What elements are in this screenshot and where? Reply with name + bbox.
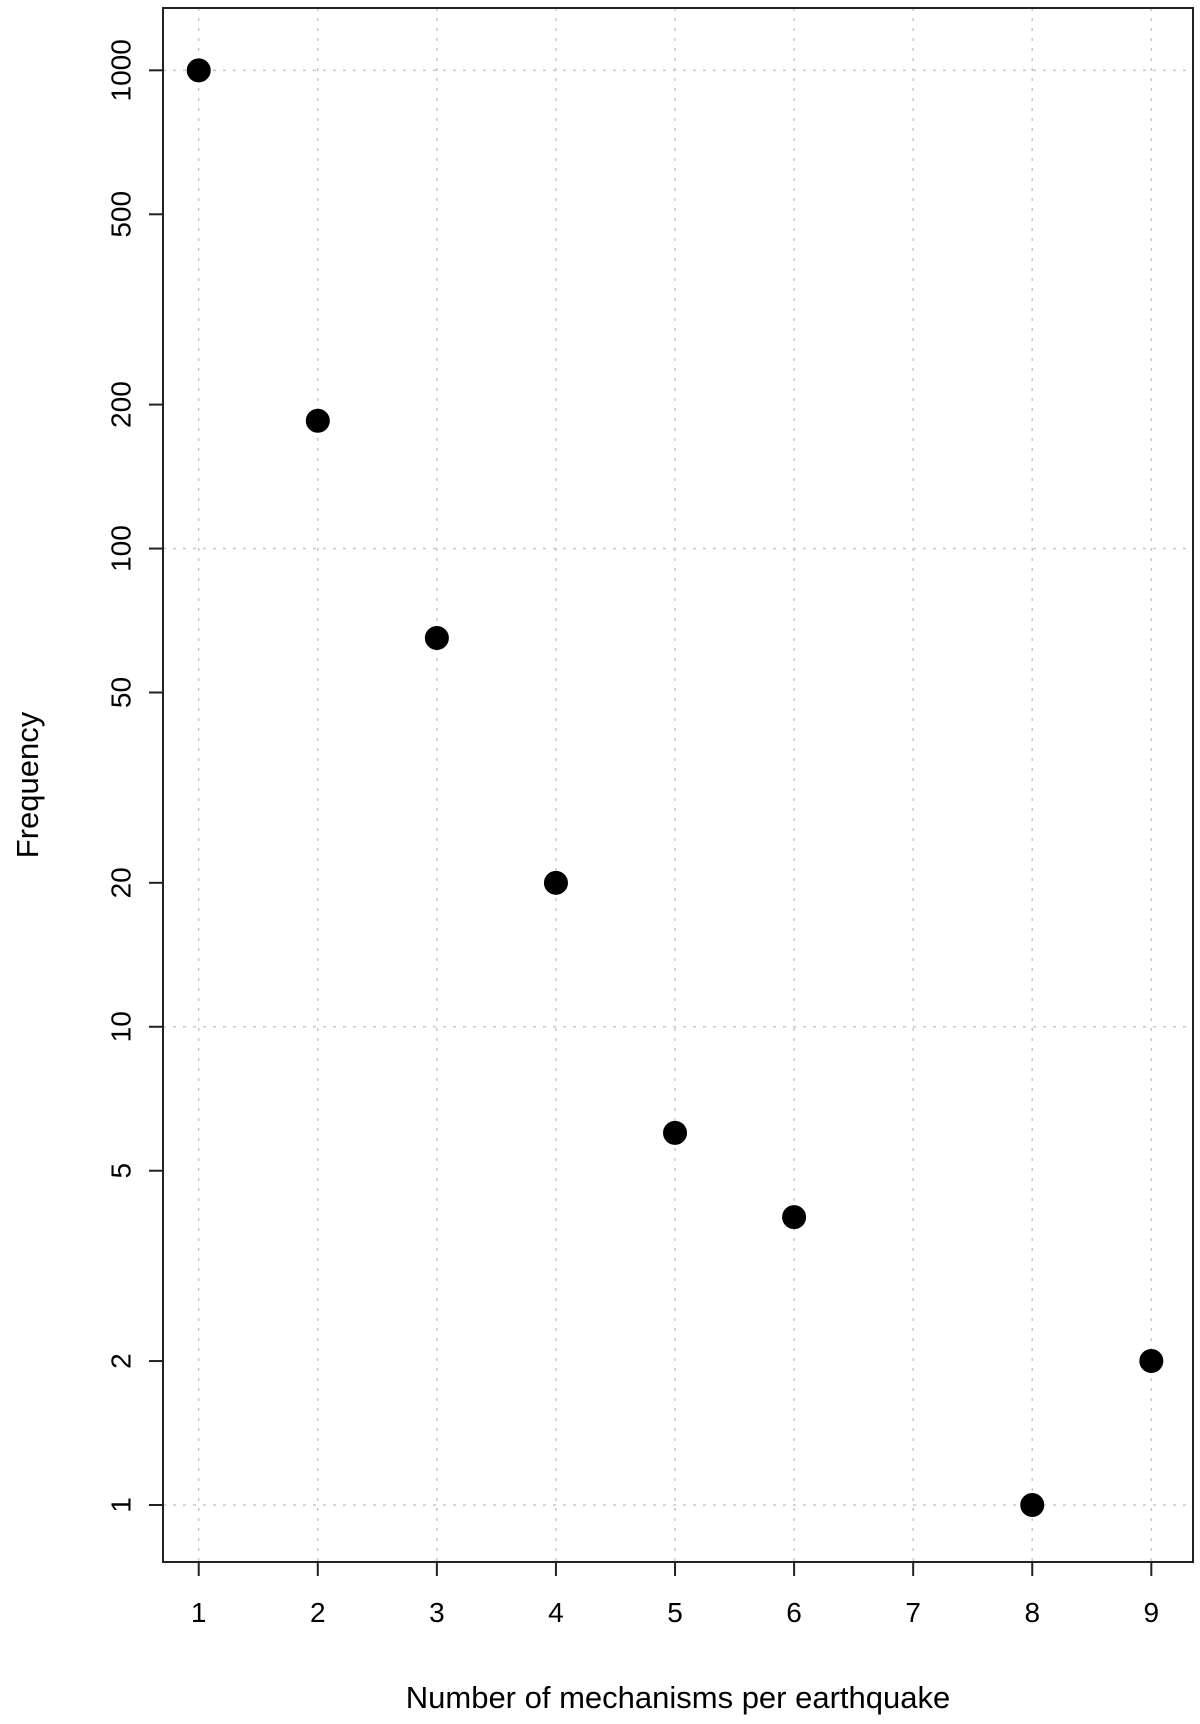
x-tick-label: 6 bbox=[786, 1597, 802, 1628]
y-tick-label: 500 bbox=[105, 191, 136, 238]
data-point bbox=[663, 1120, 688, 1145]
y-tick-label: 200 bbox=[105, 381, 136, 428]
x-tick-label: 5 bbox=[667, 1597, 683, 1628]
axes-layer: 1 2 3 4 5 6 7 8 9 1 2 5 10 20 50 100 200 500 1000 bbox=[105, 39, 1159, 1628]
x-tick-label: 2 bbox=[310, 1597, 326, 1628]
y-tick-label: 1 bbox=[105, 1497, 136, 1513]
grid-layer bbox=[163, 8, 1193, 1562]
y-tick-label: 5 bbox=[105, 1163, 136, 1179]
y-tick-label: 10 bbox=[105, 1011, 136, 1042]
x-tick-label: 7 bbox=[905, 1597, 921, 1628]
points-layer bbox=[186, 58, 1164, 1518]
y-tick-label: 20 bbox=[105, 867, 136, 898]
data-point bbox=[424, 626, 449, 651]
y-axis-label: Frequency bbox=[10, 711, 45, 858]
data-point bbox=[186, 58, 211, 83]
x-tick-label: 1 bbox=[191, 1597, 207, 1628]
x-tick-label: 3 bbox=[429, 1597, 445, 1628]
y-tick-label: 1000 bbox=[105, 39, 136, 101]
data-point bbox=[1139, 1349, 1164, 1374]
x-axis-label: Number of mechanisms per earthquake bbox=[406, 1680, 950, 1715]
data-point bbox=[543, 870, 568, 895]
y-tick-label: 2 bbox=[105, 1353, 136, 1369]
y-tick-label: 100 bbox=[105, 525, 136, 572]
data-point bbox=[305, 408, 330, 433]
x-tick-label: 9 bbox=[1144, 1597, 1160, 1628]
y-tick-label: 50 bbox=[105, 677, 136, 708]
x-tick-label: 8 bbox=[1024, 1597, 1040, 1628]
x-tick-label: 4 bbox=[548, 1597, 564, 1628]
data-point bbox=[782, 1205, 807, 1230]
data-point bbox=[1020, 1493, 1045, 1518]
